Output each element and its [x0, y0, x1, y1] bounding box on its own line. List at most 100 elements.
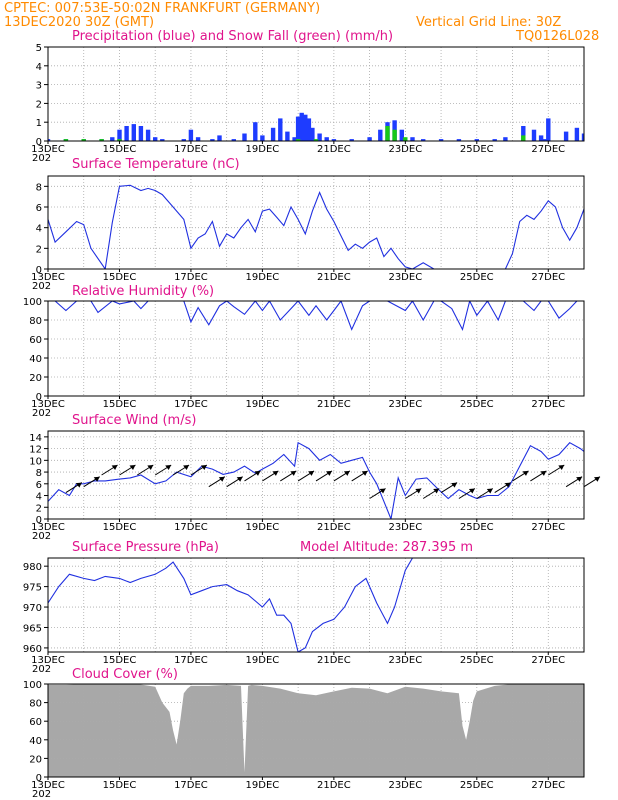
wind-arrow [244, 470, 261, 482]
wind-arrow [262, 470, 279, 482]
arrow-head [343, 470, 350, 476]
precip-snow-bar [295, 139, 301, 141]
precip-bar [217, 135, 222, 141]
temperature-xtick-label: 23DEC [388, 272, 422, 283]
pressure-title: Surface Pressure (hPa) [72, 540, 219, 555]
temperature-year-fragment: 202 [32, 281, 51, 292]
precip-bar [181, 139, 186, 141]
precip-bar [474, 139, 479, 141]
precip-bar [299, 112, 304, 141]
cloud-area [48, 684, 584, 777]
arrow-head [361, 470, 368, 476]
precip-ytick-label: 4 [36, 62, 42, 73]
cloud-title: Cloud Cover (%) [72, 667, 178, 682]
precip-xtick-label: 23DEC [388, 144, 422, 155]
arrow-head [576, 476, 583, 482]
precip-bar [546, 118, 551, 141]
precip-snow-bar [403, 137, 408, 141]
wind-xtick-label: 27DEC [531, 522, 565, 533]
temperature-ytick-label: 6 [36, 203, 42, 214]
wind-ytick-label: 6 [36, 480, 42, 491]
precip-xtick-label: 19DEC [246, 144, 280, 155]
pressure-xtick-label: 23DEC [388, 655, 422, 666]
precip-bar [492, 139, 497, 141]
precip-ytick-label: 1 [36, 118, 42, 129]
arrow-head [236, 476, 243, 482]
header-grid-line: Vertical Grid Line: 30Z [416, 15, 561, 30]
precip-bar [563, 131, 569, 141]
humidity-ytick-label: 0 [36, 392, 42, 403]
temperature-ytick-label: 4 [36, 224, 42, 235]
wind-ytick-label: 2 [36, 503, 42, 514]
arrow-head [540, 470, 547, 476]
temperature-xtick-label: 21DEC [317, 272, 351, 283]
wind-xtick-label: 21DEC [317, 522, 351, 533]
arrow-head [165, 465, 172, 470]
humidity-xtick-label: 21DEC [317, 399, 351, 410]
wind-arrow [280, 470, 297, 482]
wind-ytick-label: 10 [29, 456, 42, 467]
pressure-xtick-label: 19DEC [246, 655, 280, 666]
arrow-head [326, 470, 332, 476]
precip-bar [574, 127, 580, 141]
precip-bar [110, 137, 115, 141]
temperature-ytick-label: 8 [36, 182, 42, 193]
wind-arrow [548, 464, 565, 476]
temperature-xtick-label: 13DEC [31, 272, 65, 283]
precip-xtick-label: 15DEC [103, 144, 137, 155]
wind-arrow [83, 476, 100, 488]
wind-arrow [65, 482, 83, 494]
arrow-head [254, 470, 261, 476]
pressure-panel: 13DEC 15DEC 17DEC 19DEC 21DEC 23DEC 25DEC 27DEC… [23, 557, 585, 675]
wind-arrow [208, 476, 226, 488]
arrow-head [111, 465, 118, 470]
wind-xtick-label: 25DEC [460, 522, 494, 533]
precip-panel: 13DEC 15DEC 17DEC 19DEC 21DEC 23DEC 25DEC 27DEC… [31, 43, 585, 164]
cloud-xtick-label: 15DEC [103, 780, 137, 791]
precip-bar [456, 139, 462, 141]
arrow-head [147, 465, 154, 470]
arrow-head [129, 465, 136, 470]
wind-xtick-label: 23DEC [388, 522, 422, 533]
pressure-xtick-label: 27DEC [531, 655, 565, 666]
precip-bar [117, 129, 122, 141]
precip-bar [278, 118, 283, 141]
wind-title: Surface Wind (m/s) [72, 413, 196, 428]
humidity-xtick-label: 17DEC [174, 399, 208, 410]
precip-ytick-label: 2 [36, 99, 42, 110]
wind-arrow [351, 470, 368, 482]
humidity-year-fragment: 202 [32, 408, 51, 419]
precip-bar [253, 122, 258, 141]
precip-snow-bar [392, 129, 397, 141]
precip-bar [410, 137, 415, 141]
precip-bar [145, 129, 151, 141]
temperature-panel: 13DEC 15DEC 17DEC 19DEC 21DEC 23DEC 25DEC 27DEC… [31, 175, 585, 292]
humidity-ytick-label: 60 [29, 335, 42, 346]
precip-snow-bar [117, 139, 122, 141]
temperature-xtick-label: 25DEC [460, 272, 494, 283]
arrow-head [75, 482, 82, 488]
cloud-ytick-label: 80 [29, 699, 42, 710]
temperature-line [48, 184, 584, 269]
arrow-head [272, 470, 279, 476]
wind-arrow [422, 488, 440, 499]
humidity-xtick-label: 19DEC [246, 399, 280, 410]
precip-bar [242, 133, 247, 141]
precip-bar [153, 137, 158, 141]
cloud-year-fragment: 202 [32, 789, 51, 800]
arrow-head [290, 470, 297, 476]
pressure-xtick-label: 21DEC [317, 655, 351, 666]
precip-bar [295, 116, 301, 141]
wind-line [48, 441, 584, 519]
arrow-head [451, 482, 458, 488]
wind-xtick-label: 17DEC [174, 522, 208, 533]
cloud-xtick-label: 17DEC [174, 780, 208, 791]
wind-arrow [226, 476, 243, 488]
precip-xtick-label: 27DEC [531, 144, 565, 155]
precip-bar [503, 137, 508, 141]
cloud-panel: 13DEC 15DEC 17DEC 19DEC 21DEC 23DEC 25DEC 27DEC… [23, 680, 585, 800]
precip-bar [210, 139, 215, 141]
arrow-head [183, 465, 190, 470]
precip-bar [538, 135, 544, 141]
precip-xtick-label: 21DEC [317, 144, 351, 155]
